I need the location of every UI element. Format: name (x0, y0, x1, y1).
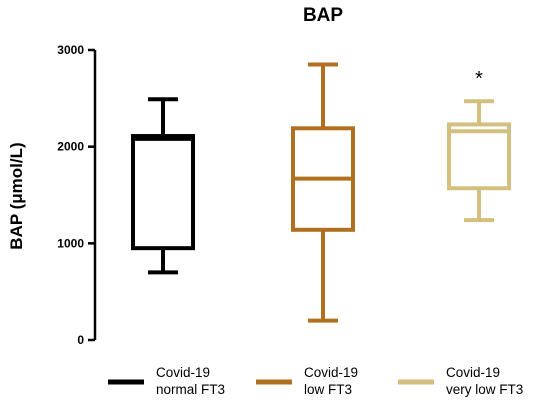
y-axis: 0 1000 2000 3000 (57, 43, 97, 347)
significance-marker: * (475, 68, 483, 90)
chart-title: BAP (303, 5, 343, 26)
box-series-2 (291, 62, 355, 323)
y-tick-label: 3000 (57, 43, 84, 57)
legend-item-1: Covid-19 normal FT3 (108, 365, 225, 397)
legend-label-line2: very low FT3 (446, 382, 523, 397)
y-tick-label: 2000 (57, 140, 84, 154)
legend-label-line1: Covid-19 (446, 365, 500, 380)
legend-item-2: Covid-19 low FT3 (256, 365, 358, 397)
iqr-box (131, 134, 195, 251)
y-axis-label: BAP (μmol/L) (7, 142, 26, 249)
y-tick-label: 1000 (57, 236, 84, 250)
legend-label-line2: normal FT3 (156, 382, 225, 397)
box-series-group: * (131, 62, 511, 323)
box-series-3: * (447, 68, 511, 223)
legend-item-3: Covid-19 very low FT3 (398, 365, 523, 397)
iqr-box (447, 122, 511, 191)
legend-label-line1: Covid-19 (156, 365, 210, 380)
y-tick-label: 0 (77, 333, 84, 347)
box-series-1 (131, 97, 195, 275)
legend-label-line1: Covid-19 (304, 365, 358, 380)
legend-label-line2: low FT3 (304, 382, 352, 397)
